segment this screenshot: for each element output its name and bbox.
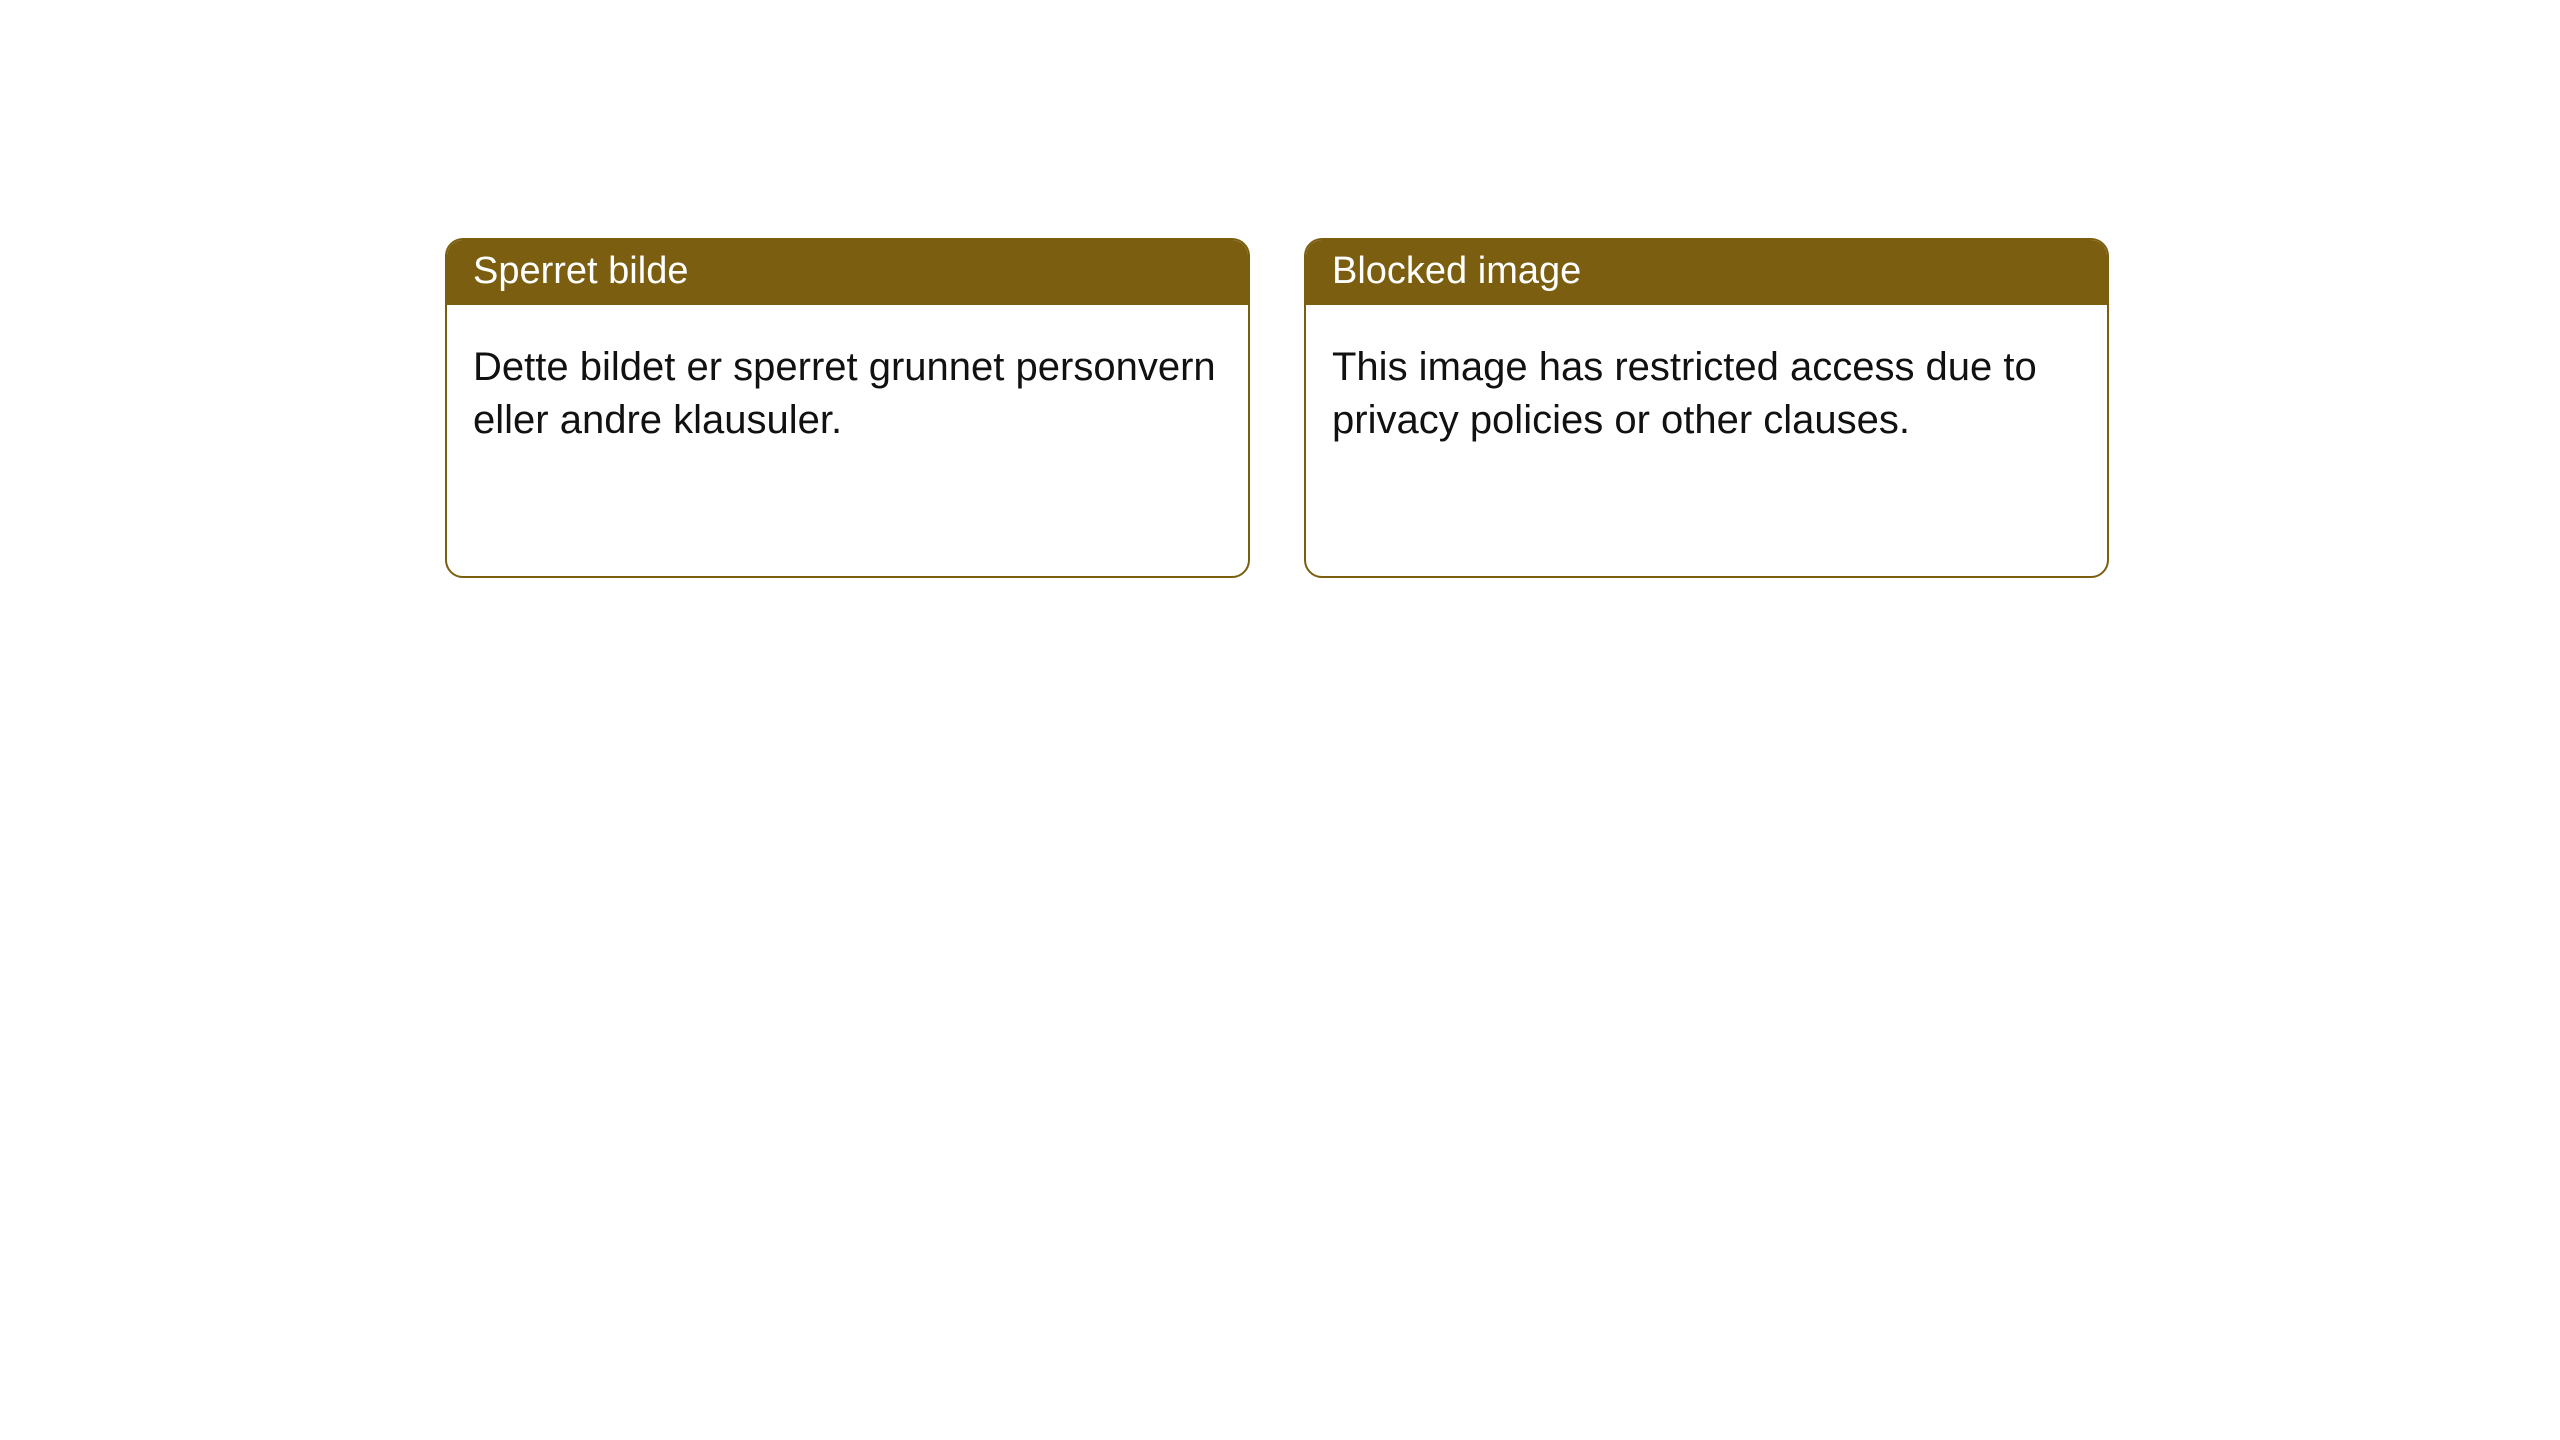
notice-header-nor: Sperret bilde xyxy=(447,240,1248,305)
notice-body-eng: This image has restricted access due to … xyxy=(1306,305,2107,473)
notice-card-eng: Blocked image This image has restricted … xyxy=(1304,238,2109,578)
notice-body-nor: Dette bildet er sperret grunnet personve… xyxy=(447,305,1248,473)
notice-card-nor: Sperret bilde Dette bildet er sperret gr… xyxy=(445,238,1250,578)
notice-header-eng: Blocked image xyxy=(1306,240,2107,305)
notice-container: Sperret bilde Dette bildet er sperret gr… xyxy=(0,0,2560,578)
